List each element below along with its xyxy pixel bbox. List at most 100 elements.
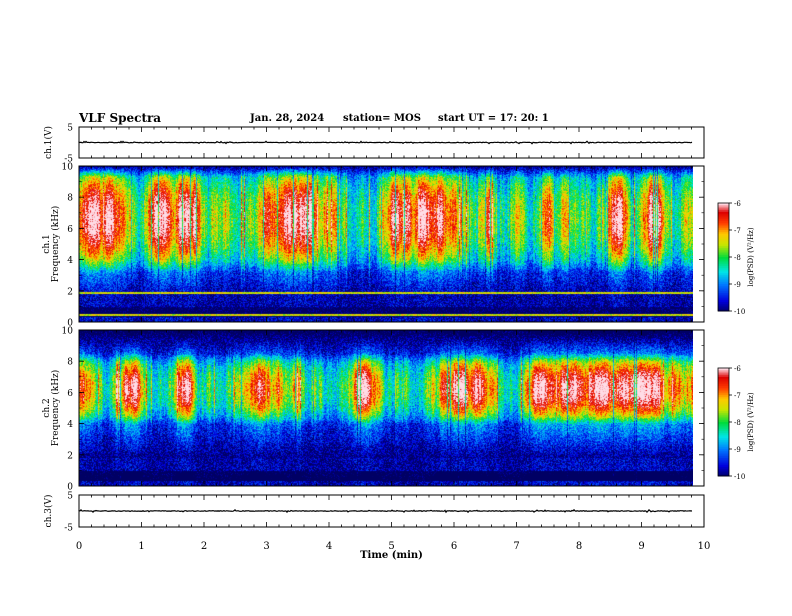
colorbar-swatch: [718, 282, 729, 285]
colorbar-swatch: [718, 235, 729, 238]
colorbar-swatch: [718, 255, 729, 258]
colorbar-swatch: [718, 375, 729, 378]
colorbar-label: log(PSD) (V²/Hz): [747, 227, 755, 286]
y-tick-label: 8: [67, 194, 73, 204]
y-tick-label: 10: [62, 163, 74, 173]
colorbar-swatch: [718, 226, 729, 229]
colorbar-swatch: [718, 422, 729, 425]
y-axis-label-channel: ch.2: [42, 398, 52, 417]
y-tick-label: 5: [67, 492, 73, 502]
colorbar-swatch: [718, 395, 729, 398]
colorbar-swatch: [718, 257, 729, 260]
colorbar-swatch: [718, 378, 729, 382]
colorbar-swatch: [718, 231, 729, 235]
colorbar-tick-label: -7: [734, 227, 741, 235]
x-tick-label: 9: [638, 541, 644, 552]
colorbar-swatch: [718, 427, 729, 430]
colorbar-swatch: [718, 228, 729, 231]
colorbar-tick-label: -7: [734, 392, 741, 400]
colorbar-swatch: [718, 387, 729, 391]
colorbar-swatch: [718, 248, 729, 251]
colorbar-swatch: [718, 441, 729, 445]
colorbar-swatch: [718, 452, 729, 455]
colorbar-swatch: [718, 443, 729, 446]
colorbar-swatch: [718, 389, 729, 392]
y-tick-label: 8: [67, 358, 73, 368]
colorbar-swatch: [718, 221, 729, 224]
colorbar-tick-label: -6: [734, 200, 741, 208]
colorbar-swatch: [718, 271, 729, 274]
y-axis-label-voltage: ch.1(V): [43, 126, 54, 159]
x-tick-label: 8: [576, 541, 582, 552]
start-time-label: start UT = 17: 20: 1: [438, 113, 549, 124]
colorbar-swatch: [718, 293, 729, 296]
colorbar-swatch: [718, 276, 729, 280]
colorbar-swatch: [718, 458, 729, 461]
colorbar-swatch: [718, 217, 729, 220]
y-tick-label: 4: [67, 420, 73, 430]
x-tick-label: 5: [388, 541, 394, 552]
colorbar-swatch: [718, 258, 729, 262]
colorbar-swatch: [718, 459, 729, 463]
colorbar-tick-label: -9: [734, 446, 741, 454]
y-tick-label: 6: [67, 389, 73, 399]
colorbar-swatch: [718, 309, 729, 312]
colorbar-swatch: [718, 291, 729, 294]
colorbar-swatch: [718, 303, 729, 307]
colorbar-swatch: [718, 264, 729, 267]
colorbar-swatch: [718, 300, 729, 303]
colorbar-swatch: [718, 262, 729, 265]
colorbar-swatch: [718, 269, 729, 272]
colorbar-swatch: [718, 206, 729, 209]
x-tick-label: 10: [698, 541, 711, 552]
colorbar-tick-label: -8: [734, 254, 741, 262]
colorbar-swatch: [718, 244, 729, 247]
colorbar-swatch: [718, 240, 729, 244]
colorbar-swatch: [718, 237, 729, 240]
colorbar-swatch: [718, 418, 729, 421]
colorbar-swatch: [718, 436, 729, 439]
colorbar-swatch: [718, 400, 729, 403]
y-tick-label: 6: [67, 225, 73, 235]
colorbar-swatch: [718, 278, 729, 281]
colorbar-swatch: [718, 284, 729, 287]
colorbar-swatch: [718, 468, 729, 472]
colorbar-swatch: [718, 280, 729, 283]
colorbar-swatch: [718, 407, 729, 410]
colorbar-swatch: [718, 230, 729, 233]
y-axis-label-voltage: ch.3(V): [43, 495, 54, 528]
colorbar-swatch: [718, 391, 729, 394]
colorbar-swatch: [718, 260, 729, 263]
y-tick-label: 4: [67, 256, 73, 266]
colorbar-tick-label: -6: [734, 365, 741, 373]
colorbar-swatch: [718, 219, 729, 222]
y-axis-label-frequency: Frequency (kHz): [50, 206, 61, 283]
y-tick-label: 0: [67, 483, 73, 493]
colorbar-swatch: [718, 474, 729, 477]
colorbar-swatch: [718, 393, 729, 396]
colorbar-swatch: [718, 213, 729, 217]
colorbar-swatch: [718, 251, 729, 254]
colorbar-swatch: [718, 398, 729, 401]
colorbar-swatch: [718, 429, 729, 432]
colorbar-swatch: [718, 210, 729, 213]
ch3-waveform-line: [78, 508, 693, 514]
colorbar-swatch: [718, 445, 729, 448]
y-tick-label: 2: [67, 451, 73, 461]
colorbar-swatch: [718, 414, 729, 418]
colorbar-swatch: [718, 266, 729, 269]
colorbar-swatch: [718, 456, 729, 459]
colorbar-swatch: [718, 289, 729, 292]
x-tick-label: 7: [513, 541, 519, 552]
station-label: station= MOS: [343, 113, 421, 124]
colorbar-tick-label: -10: [734, 308, 745, 316]
colorbar-swatch: [718, 215, 729, 218]
x-tick-label: 4: [326, 541, 332, 552]
colorbar-swatch: [718, 273, 729, 276]
y-tick-label: 0: [67, 319, 73, 329]
colorbar-swatch: [718, 454, 729, 457]
colorbar-label: log(PSD) (V²/Hz): [747, 392, 755, 451]
colorbar-swatch: [718, 204, 729, 208]
colorbar-swatch: [718, 431, 729, 434]
colorbar-swatch: [718, 461, 729, 464]
